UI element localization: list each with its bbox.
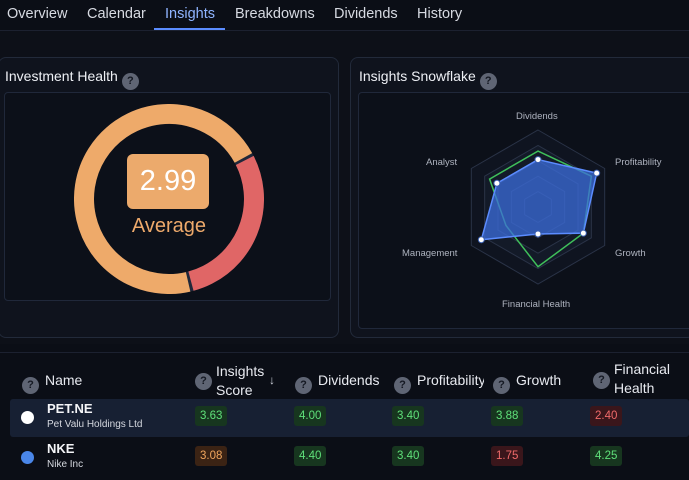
help-icon[interactable]: ?	[121, 73, 139, 90]
column-header-score-line1: Insights	[216, 363, 265, 379]
financial-health-badge: 2.40	[590, 406, 623, 426]
gauge-score-arc	[74, 104, 264, 294]
help-icon[interactable]: ?	[195, 373, 212, 390]
series-color-dot	[21, 411, 34, 424]
ticker: PET.NE	[47, 401, 93, 416]
help-icon[interactable]: ?	[295, 377, 312, 394]
financial-health-badge: 4.25	[590, 446, 623, 466]
axis-label-growth: Growth	[615, 248, 646, 259]
tab-calendar[interactable]: Calendar	[87, 6, 146, 22]
table-row[interactable]: NKE Nike Inc 3.08 4.40 3.40 1.75 4.25	[10, 439, 689, 477]
ticker: NKE	[47, 441, 75, 456]
sort-descending-icon[interactable]: ↓	[269, 373, 275, 387]
column-header-dividends[interactable]: ? Dividends	[295, 372, 379, 394]
gauge-risk-arc	[74, 104, 264, 294]
series-color-dot	[21, 451, 34, 464]
company-name: Pet Valu Holdings Ltd	[47, 419, 143, 430]
dividends-badge: 4.00	[294, 406, 327, 426]
table-row[interactable]: PET.NE Pet Valu Holdings Ltd 3.63 4.00 3…	[10, 399, 689, 437]
axis-label-dividends: Dividends	[516, 111, 558, 122]
tab-history[interactable]: History	[417, 6, 463, 22]
profitability-badge: 3.40	[392, 406, 425, 426]
growth-badge: 1.75	[491, 446, 524, 466]
health-gauge	[74, 104, 264, 294]
company-name: Nike Inc	[47, 459, 84, 470]
holdings-table: ? Name ? Insights Score ↓ ? Dividends ? Pro…	[0, 352, 689, 480]
column-header-name[interactable]: ? Name	[22, 372, 82, 394]
column-header-growth[interactable]: ? Growth	[493, 372, 561, 394]
insights-score-badge: 3.63	[195, 406, 228, 426]
help-icon[interactable]: ?	[22, 377, 39, 394]
axis-label-financial-health: Financial Health	[502, 299, 571, 310]
help-icon[interactable]: ?	[493, 377, 510, 394]
insights-score-badge: 3.08	[195, 446, 228, 466]
axis-label-profitability: Profitability	[615, 157, 662, 168]
axis-label-analyst: Analyst	[426, 157, 458, 168]
help-icon[interactable]: ?	[593, 372, 610, 389]
investment-health-title: Investment Health?	[5, 68, 139, 90]
snowflake-inner	[358, 92, 689, 329]
column-header-dividends-label: Dividends	[318, 372, 380, 388]
help-icon[interactable]: ?	[479, 73, 497, 90]
snowflake-title: Insights Snowflake?	[359, 68, 497, 90]
column-header-profitability-label: Profitability	[417, 372, 484, 388]
column-header-growth-label: Growth	[516, 372, 562, 388]
tab-dividends[interactable]: Dividends	[334, 6, 398, 22]
active-tab-indicator	[154, 28, 225, 30]
column-header-profitability[interactable]: ? Profitability	[394, 372, 484, 394]
tab-bar: Overview Calendar Insights Breakdowns Di…	[0, 0, 689, 31]
column-header-fin-line2: Health	[614, 380, 655, 396]
snowflake-title-text: Insights Snowflake	[359, 68, 476, 84]
health-score: 2.99	[127, 154, 209, 209]
axis-label-management: Management	[402, 248, 458, 259]
investment-health-title-text: Investment Health	[5, 68, 118, 84]
column-header-fin-line1: Financial	[614, 361, 671, 377]
dividends-badge: 4.40	[294, 446, 327, 466]
profitability-badge: 3.40	[392, 446, 425, 466]
column-header-score-line2: Score	[216, 382, 253, 398]
health-rating: Average	[131, 215, 207, 237]
growth-badge: 3.88	[491, 406, 524, 426]
help-icon[interactable]: ?	[394, 377, 411, 394]
tab-insights[interactable]: Insights	[165, 6, 215, 22]
tab-breakdowns[interactable]: Breakdowns	[235, 6, 315, 22]
tab-overview[interactable]: Overview	[7, 6, 68, 22]
column-header-name-label: Name	[45, 372, 83, 388]
